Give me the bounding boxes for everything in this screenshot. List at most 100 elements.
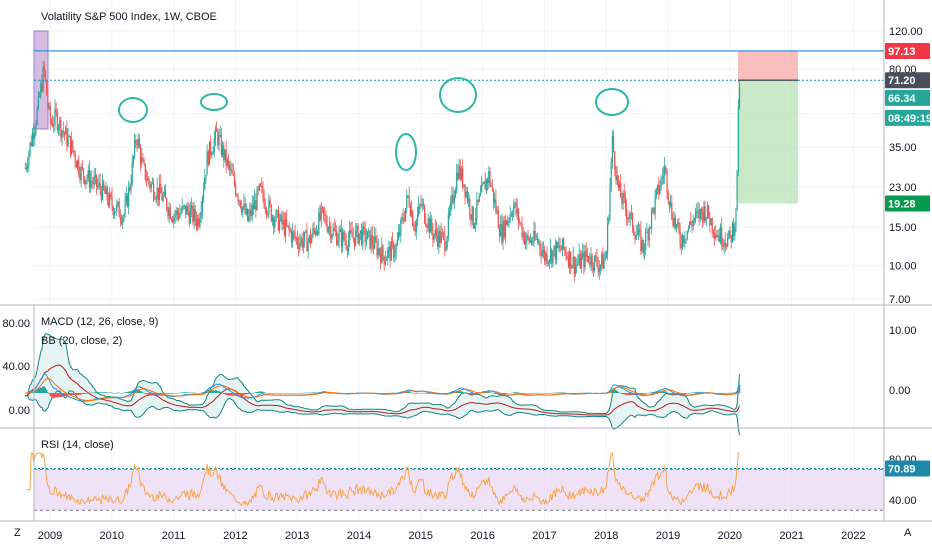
macd-histogram-bar — [413, 393, 415, 394]
candle-body — [645, 232, 647, 251]
candle-body — [647, 231, 649, 241]
macd-histogram-bar — [275, 393, 277, 394]
candle-body — [240, 207, 243, 213]
macd-histogram-bar — [166, 393, 168, 394]
x-tick-label: 2012 — [223, 530, 247, 542]
candle-body — [365, 239, 367, 243]
macd-histogram-bar — [726, 393, 729, 394]
candle-body — [37, 95, 39, 109]
macd-histogram-bar — [213, 390, 215, 393]
candle-body — [332, 228, 334, 236]
macd-histogram-bar — [252, 392, 255, 394]
macd-histogram-bar — [520, 392, 522, 394]
macd-histogram-bar — [649, 392, 652, 394]
macd-histogram-bar — [271, 393, 274, 394]
annotation-circle[interactable] — [595, 88, 629, 116]
macd-histogram-bar — [423, 393, 426, 394]
candle-body — [204, 177, 206, 190]
candle-body — [218, 135, 220, 146]
macd-histogram-bar — [258, 391, 261, 393]
candle-body — [94, 175, 96, 178]
macd-histogram-bar — [35, 390, 37, 393]
macd-histogram-bar — [384, 393, 387, 394]
macd-histogram — [24, 384, 741, 399]
candle-body — [28, 153, 30, 167]
auto-scale-button[interactable]: A — [904, 527, 912, 539]
macd-histogram-bar — [290, 393, 293, 394]
rsi-pane[interactable]: RSI (14, close) — [26, 439, 885, 511]
annotation-circle[interactable] — [395, 133, 417, 171]
macd-histogram-bar — [522, 393, 524, 394]
candle-body — [230, 169, 232, 171]
candle-body — [605, 252, 608, 258]
macd-histogram-bar — [250, 393, 252, 394]
macd-histogram-bar — [118, 392, 120, 394]
timezone-button[interactable]: Z — [14, 527, 21, 539]
candle-body — [199, 218, 201, 227]
macd-histogram-bar — [625, 393, 628, 396]
candle-body — [78, 160, 80, 175]
macd-histogram-bar — [326, 392, 328, 394]
candle-body — [506, 220, 508, 225]
annotation-circle[interactable] — [200, 93, 228, 111]
candle-body — [389, 246, 391, 261]
candle-body — [451, 194, 453, 202]
candle-body — [288, 225, 290, 231]
candle-body — [706, 205, 709, 218]
candle-body — [692, 220, 694, 227]
price-tag-label: 71.20 — [888, 75, 916, 87]
annotation-circle[interactable] — [439, 77, 477, 113]
candle-body — [528, 237, 530, 243]
candle-body — [181, 205, 183, 213]
candle-body — [138, 138, 140, 148]
candle-body — [356, 225, 358, 231]
macd-histogram-bar — [24, 393, 26, 394]
price-pane[interactable]: Volatility S&P 500 Index, 1W, CBOE — [24, 11, 884, 282]
position-target-zone[interactable] — [738, 50, 798, 81]
candle-body — [573, 256, 575, 274]
candle-body — [406, 195, 408, 208]
candle-body — [349, 230, 351, 241]
macd-histogram-bar — [37, 388, 40, 393]
candle-body — [206, 151, 208, 176]
macd-histogram-bar — [731, 392, 734, 394]
macd-histogram-bar — [187, 392, 189, 393]
candle-body — [631, 213, 634, 230]
candle-body — [166, 198, 168, 210]
bb-fill — [25, 333, 740, 436]
macd-histogram-bar — [243, 393, 245, 395]
macd-histogram-bar — [215, 390, 218, 393]
macd-histogram-bar — [221, 393, 224, 394]
macd-histogram-bar — [488, 392, 490, 393]
macd-histogram-bar — [218, 391, 220, 393]
price-tick-label: 23.00 — [889, 182, 917, 194]
candle-body — [345, 241, 347, 249]
macd-histogram-bar — [572, 393, 574, 394]
candle-body — [674, 217, 676, 228]
position-stop-zone[interactable] — [738, 80, 798, 204]
candle-body — [257, 188, 259, 190]
annotation-circles[interactable] — [118, 77, 629, 171]
candle-body — [46, 80, 48, 96]
candle-body — [268, 200, 270, 215]
candle-body — [408, 195, 410, 206]
candle-body — [532, 242, 534, 244]
candle-body — [72, 140, 74, 151]
candle-body — [243, 203, 245, 207]
candle-body — [263, 197, 265, 208]
candle-body — [90, 180, 92, 188]
candle-body — [119, 217, 121, 221]
candle-body — [476, 199, 478, 219]
macd-histogram-bar — [507, 393, 509, 394]
macd-pane[interactable]: MACD (12, 26, close, 9) BB (20, close, 2… — [24, 316, 741, 436]
candle-body — [410, 210, 413, 216]
candle-body — [301, 238, 303, 248]
macd-histogram-bar — [54, 393, 56, 398]
candle-body — [312, 228, 314, 237]
macd-histogram-bar — [162, 393, 164, 394]
candle-body — [296, 238, 299, 246]
candle-body — [728, 230, 730, 238]
annotation-circle[interactable] — [118, 97, 148, 123]
candle-body — [155, 199, 157, 201]
